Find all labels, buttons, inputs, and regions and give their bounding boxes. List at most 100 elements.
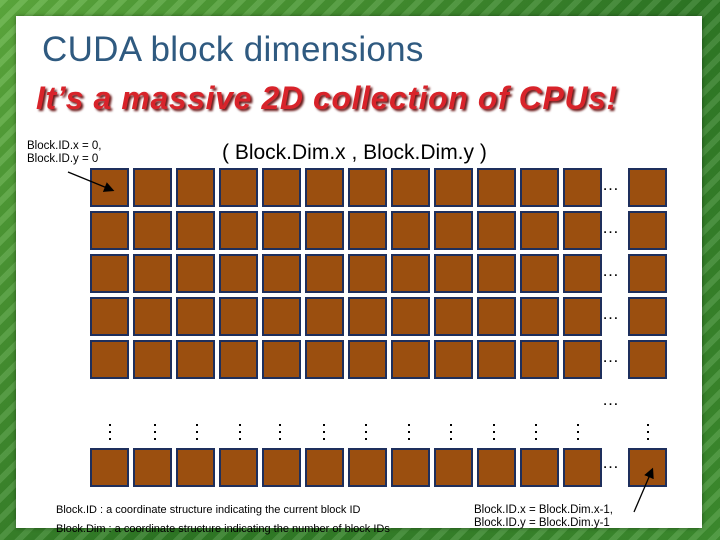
block-cell xyxy=(477,448,516,487)
block-cell xyxy=(219,340,258,379)
ellipsis-dot xyxy=(577,424,579,426)
block-cell xyxy=(391,211,430,250)
block-cell xyxy=(176,448,215,487)
block-cell xyxy=(305,211,344,250)
block-cell xyxy=(133,211,172,250)
ellipsis-dot xyxy=(109,431,111,433)
column-ellipsis xyxy=(449,424,453,444)
block-cell xyxy=(133,254,172,293)
block-cell xyxy=(348,211,387,250)
ellipsis-dot xyxy=(239,424,241,426)
block-cell xyxy=(391,254,430,293)
block-cell xyxy=(563,448,602,487)
block-cell xyxy=(434,340,473,379)
ellipsis-dot xyxy=(323,424,325,426)
block-cell xyxy=(219,211,258,250)
row-ellipsis: … xyxy=(602,175,620,194)
block-cell xyxy=(133,297,172,336)
block-cell xyxy=(305,168,344,207)
ellipsis-dot xyxy=(450,438,452,440)
block-cell xyxy=(520,168,559,207)
block-cell xyxy=(176,168,215,207)
block-cell xyxy=(477,168,516,207)
top-left-label-line-2: Block.ID.y = 0 xyxy=(27,153,99,165)
block-cell xyxy=(348,297,387,336)
block-cell xyxy=(391,340,430,379)
block-cell xyxy=(176,297,215,336)
block-cell xyxy=(520,254,559,293)
ellipsis-dot xyxy=(535,438,537,440)
row-ellipsis: … xyxy=(602,347,620,366)
block-cell xyxy=(434,168,473,207)
column-ellipsis xyxy=(238,424,242,444)
block-cell xyxy=(262,254,301,293)
bottom-right-arrow xyxy=(633,467,654,513)
column-ellipsis xyxy=(646,424,650,444)
block-cell xyxy=(219,297,258,336)
row-ellipsis: … xyxy=(602,261,620,280)
top-left-label: Block.ID.x = 0, Block.ID.y = 0 xyxy=(27,140,101,166)
column-ellipsis xyxy=(534,424,538,444)
column-ellipsis xyxy=(364,424,368,444)
block-cell xyxy=(176,254,215,293)
ellipsis-dot xyxy=(408,424,410,426)
block-cell xyxy=(90,448,129,487)
block-cell xyxy=(305,448,344,487)
block-cell xyxy=(628,211,667,250)
ellipsis-dot xyxy=(408,431,410,433)
column-ellipsis xyxy=(278,424,282,444)
ellipsis-dot xyxy=(154,431,156,433)
block-cell xyxy=(628,297,667,336)
block-cell xyxy=(133,448,172,487)
block-cell xyxy=(628,254,667,293)
ellipsis-dot xyxy=(450,424,452,426)
block-cell xyxy=(348,448,387,487)
block-cell xyxy=(520,297,559,336)
block-cell xyxy=(391,448,430,487)
ellipsis-dot xyxy=(279,424,281,426)
row-ellipsis: … xyxy=(602,218,620,237)
ellipsis-dot xyxy=(154,424,156,426)
ellipsis-dot xyxy=(647,438,649,440)
block-cell xyxy=(90,340,129,379)
ellipsis-dot xyxy=(365,431,367,433)
block-cell xyxy=(477,297,516,336)
block-cell xyxy=(563,297,602,336)
block-cell xyxy=(90,254,129,293)
ellipsis-dot xyxy=(279,431,281,433)
block-cell xyxy=(262,211,301,250)
block-cell xyxy=(133,340,172,379)
ellipsis-dot xyxy=(450,431,452,433)
ellipsis-dot xyxy=(493,438,495,440)
column-ellipsis xyxy=(576,424,580,444)
block-cell xyxy=(348,340,387,379)
block-cell xyxy=(262,448,301,487)
ellipsis-dot xyxy=(365,438,367,440)
block-cell xyxy=(563,340,602,379)
block-cell xyxy=(391,168,430,207)
block-cell xyxy=(563,254,602,293)
block-cell xyxy=(563,168,602,207)
block-cell xyxy=(176,211,215,250)
block-dims-label: ( Block.Dim.x , Block.Dim.y ) xyxy=(222,141,487,164)
block-cell xyxy=(477,254,516,293)
ellipsis-dot xyxy=(408,438,410,440)
slide-subtitle: It’s a massive 2D collection of CPUs! xyxy=(36,80,618,116)
ellipsis-dot xyxy=(647,431,649,433)
footnote-block-dim: Block.Dim : a coordinate structure indic… xyxy=(56,523,390,535)
column-ellipsis xyxy=(108,424,112,444)
block-cell xyxy=(305,297,344,336)
block-cell xyxy=(176,340,215,379)
block-cell xyxy=(391,297,430,336)
column-ellipsis xyxy=(195,424,199,444)
block-cell xyxy=(434,211,473,250)
block-cell xyxy=(434,254,473,293)
top-left-label-line-1: Block.ID.x = 0, xyxy=(27,140,102,152)
ellipsis-dot xyxy=(196,431,198,433)
ellipsis-dot xyxy=(239,438,241,440)
ellipsis-dot xyxy=(279,438,281,440)
ellipsis-dot xyxy=(535,424,537,426)
ellipsis-dot xyxy=(154,438,156,440)
ellipsis-dot xyxy=(323,431,325,433)
slide-title: CUDA block dimensions xyxy=(42,30,424,69)
